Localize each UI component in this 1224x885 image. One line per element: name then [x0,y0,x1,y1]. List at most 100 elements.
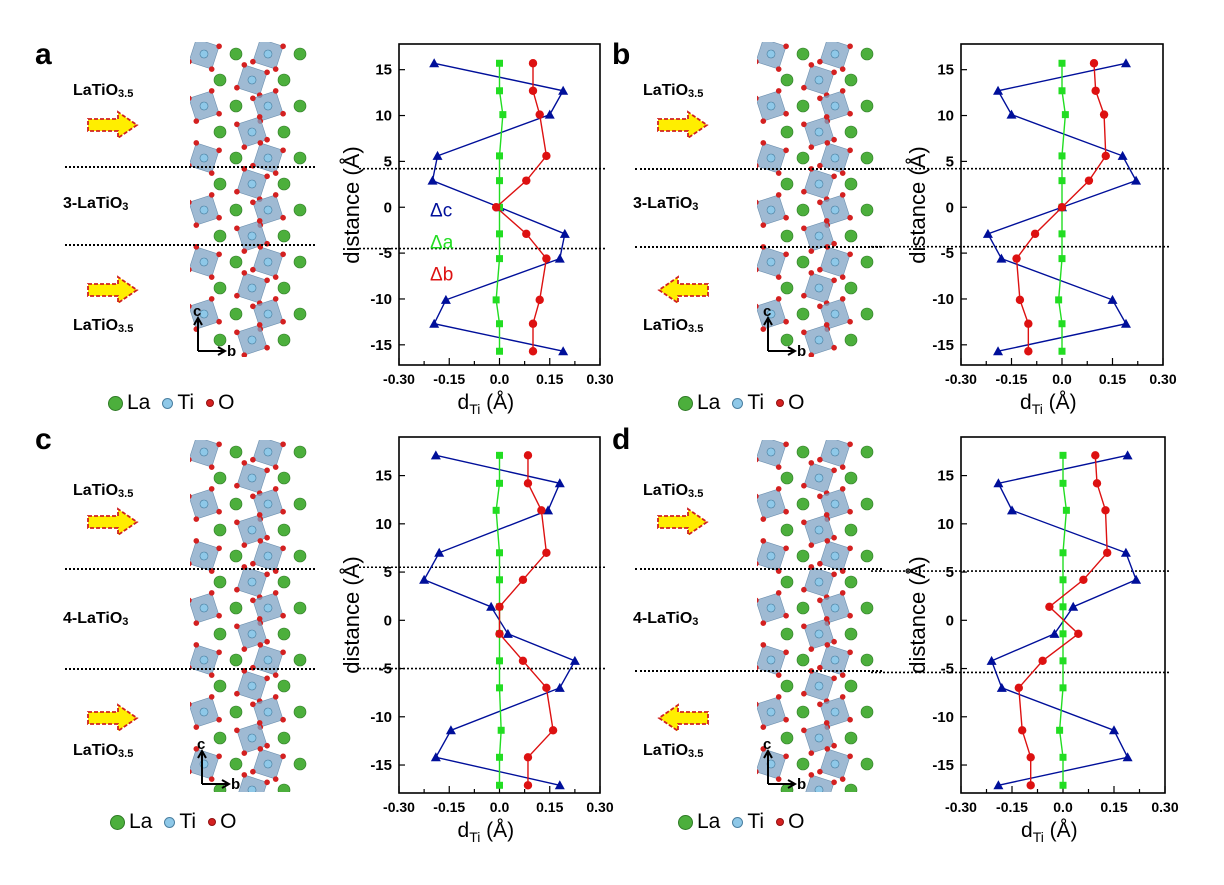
arrow-left-icon [657,703,709,733]
ti-octahedron [817,440,853,470]
la-atom [293,99,307,113]
data-point-db [1074,629,1083,639]
bottom-layer-label: LaTiO3.5 [73,742,133,760]
axis-b-label: b [797,343,806,357]
middle-layer-label-text: 3-LaTiO [63,195,123,212]
plot-frame [960,436,1166,794]
ti-octahedron [234,322,270,357]
data-point-dc [982,228,993,238]
data-point-db [1012,254,1021,263]
la-atom [844,523,858,537]
la-atom [277,471,291,485]
ti-octahedron [250,590,286,626]
la-atom [860,445,874,459]
ti-octahedron [250,746,286,782]
la-atom [796,203,810,217]
data-point-dc [432,150,443,160]
plot-frame [398,436,601,794]
data-point-da [496,203,503,211]
la-atom [780,471,794,485]
ti-octahedron [817,590,853,626]
la-atom [780,575,794,589]
la-atom [796,705,810,719]
middle-layer-label: 3-LaTiO3 [633,195,698,213]
ti-octahedron [817,140,853,176]
ti-octahedron [190,140,222,176]
y-tick-label: 0 [384,612,392,629]
la-atom [229,307,243,321]
data-point-db [542,151,551,161]
la-atom [844,73,858,87]
data-point-da [1058,152,1066,160]
data-point-db [535,110,544,119]
legend-label-ti: Ti [747,391,765,414]
top-layer-label: LaTiO3.5 [643,82,703,100]
data-point-da [1058,320,1066,328]
ti-octahedron [190,694,222,730]
arrow-right-icon [87,507,139,537]
la-atom [293,307,307,321]
ti-octahedron [817,244,853,280]
y-tick-label: -10 [370,709,392,726]
data-point-db [1084,176,1094,185]
data-point-dc [554,780,565,790]
legend-label-la: La [127,391,151,414]
x-axis-label-subscript: Ti [469,401,481,418]
data-point-dc [996,682,1007,692]
middle-layer-label: 4-LaTiO3 [633,610,698,628]
ti-octahedron [817,42,853,72]
bottom-layer-label: LaTiO3.5 [643,742,703,760]
data-point-dc [1068,601,1079,611]
legend-label-la: La [697,810,721,833]
data-point-da [496,781,503,789]
data-point-db [1026,753,1035,762]
series-line-db [498,455,554,786]
ti-octahedron [250,440,286,470]
ti-octahedron [757,538,789,574]
o-atom-icon [208,818,217,826]
data-point-db [1018,726,1027,735]
panel-letter: a [35,38,52,71]
ti-octahedron [190,244,222,280]
data-point-db [1101,506,1110,515]
bottom-layer-label: LaTiO3.5 [73,317,133,335]
data-point-dc [429,318,440,328]
data-point-db [528,86,538,95]
la-atom [796,757,810,771]
axis-c-label: c [763,738,771,753]
data-point-da [496,451,503,459]
ti-octahedron [801,668,837,704]
middle-layer-label-subscript: 3 [122,201,129,213]
data-point-dc [558,85,569,95]
data-point-db [522,176,531,185]
top-layer-label-text: LaTiO [643,82,689,99]
data-point-db [528,347,538,356]
ti-octahedron [234,512,270,548]
la-atom [860,497,874,511]
data-point-dc [1049,628,1060,638]
la-atom [844,333,858,347]
ti-octahedron [250,642,286,678]
x-axis-label: dTi (Å) [1020,391,1077,417]
la-atom [844,679,858,693]
la-atom [796,99,810,113]
data-point-db [523,451,533,460]
data-point-dc [486,601,497,611]
data-point-dc [429,58,440,68]
legend-label-o: O [788,391,805,414]
bottom-layer-label-subscript: 3.5 [688,323,704,335]
ti-octahedron [817,642,853,678]
top-layer-label-subscript: 3.5 [688,88,704,100]
ti-octahedron [190,486,222,522]
top-layer-label-text: LaTiO [643,482,689,499]
data-point-dc [559,228,570,238]
y-tick-label: -5 [379,661,392,678]
o-atom-icon [206,399,215,407]
ti-octahedron [190,88,222,124]
data-point-dc [1007,505,1017,515]
data-point-da [1058,177,1066,185]
la-atom [229,497,243,511]
data-point-db [1024,319,1033,328]
x-axis-label-subscript: Ti [1031,401,1043,418]
la-atom [860,549,874,563]
